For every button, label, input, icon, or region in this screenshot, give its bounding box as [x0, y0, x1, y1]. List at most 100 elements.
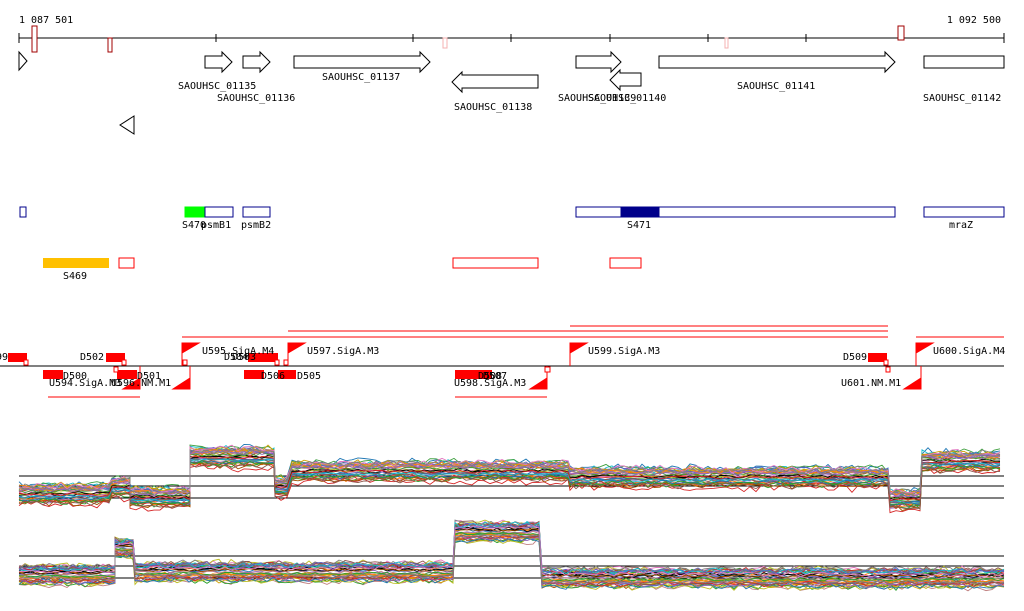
- expression-profile-line: [18, 460, 1001, 507]
- expression-profile-line: [19, 535, 1005, 588]
- terminator-D506[interactable]: [244, 370, 264, 379]
- tu-label: D503: [232, 352, 256, 363]
- tu-label: D509: [843, 352, 867, 363]
- tu-label: U598.SigA.M3: [454, 378, 526, 389]
- tu-labels: D499 D502 U595.SigA.M4 D504 D503 U597.Si…: [0, 346, 1005, 389]
- expression-profile-line: [18, 519, 1005, 574]
- gene-arrow-SAOUHSC_01136[interactable]: [242, 50, 271, 74]
- tu-terminators: [8, 353, 887, 379]
- tu-label: U601.NM.M1: [841, 378, 901, 389]
- feature-label: S470: [182, 220, 206, 231]
- tu-small-markers: [23, 359, 891, 373]
- feature-box-psmB2[interactable]: [242, 206, 271, 218]
- terminator-D508[interactable]: [455, 370, 480, 379]
- gene-label: SAOUHSC_01139: [558, 93, 636, 104]
- tu-label: D504: [224, 352, 248, 363]
- feature-box-S470[interactable]: [184, 206, 206, 218]
- gene-arrow-small[interactable]: [119, 115, 135, 135]
- tu-label: D499: [0, 352, 8, 363]
- terminator-D500[interactable]: [43, 370, 63, 379]
- expression-track-reverse: [18, 519, 1005, 592]
- gene-labels: SAOUHSC_01135 SAOUHSC_01136 SAOUHSC_0113…: [178, 72, 1001, 113]
- tu-label: D501: [137, 371, 161, 382]
- feature-label: psmB2: [241, 220, 271, 231]
- feature-box-partial[interactable]: [19, 206, 27, 218]
- ruler-start-label: 1 087 501: [19, 15, 73, 26]
- ruler-marks: [31, 25, 905, 53]
- feature-label: psmB1: [201, 220, 231, 231]
- red-box[interactable]: [452, 257, 539, 269]
- terminator-D509[interactable]: [868, 353, 887, 362]
- transcription-track: D499 D502 U595.SigA.M4 D504 D503 U597.Si…: [0, 325, 1005, 398]
- expression-profile-line: [18, 444, 1001, 495]
- expression-profile-line: [18, 530, 1005, 581]
- feature-box-mraZ[interactable]: [923, 206, 1005, 218]
- expression-profile-line: [18, 448, 1001, 496]
- ruler-end-label: 1 092 500: [947, 15, 1001, 26]
- tu-label: D508: [478, 371, 502, 382]
- expression-profile-line: [18, 463, 1001, 510]
- feature-box-large[interactable]: [575, 206, 896, 218]
- coordinate-ruler: 1 087 501 1 092 500: [18, 15, 1005, 53]
- tu-label: U594.SigA.M3: [49, 378, 121, 389]
- gene-arrow-partial[interactable]: [18, 50, 28, 72]
- secondary-feature-track: S469: [43, 257, 642, 282]
- expression-profile-line: [18, 522, 1005, 575]
- expression-profile-line: [18, 528, 1005, 579]
- expression-profile-line: [18, 525, 1005, 577]
- gene-arrow-SAOUHSC_01135[interactable]: [204, 50, 233, 74]
- terminator-D502[interactable]: [106, 353, 125, 362]
- gene-label: SAOUHSC_01135: [178, 81, 256, 92]
- expression-track-forward: [18, 443, 1004, 514]
- gene-arrow-SAOUHSC_01139[interactable]: [575, 50, 622, 74]
- expression-profile-line: [18, 451, 1001, 500]
- gene-arrow-SAOUHSC_01141[interactable]: [658, 50, 896, 74]
- gene-arrow-SAOUHSC_01137[interactable]: [293, 50, 431, 74]
- feature-box-S471[interactable]: [620, 206, 660, 218]
- ruler-ticks: [18, 33, 1005, 43]
- gene-arrow-SAOUHSC_01142[interactable]: [923, 55, 1005, 69]
- tu-label: D506: [261, 371, 285, 382]
- tu-label: U595.SigA.M4: [202, 346, 274, 357]
- tu-label: U596.NM.M1: [111, 378, 171, 389]
- expression-profile-line: [18, 457, 1001, 504]
- red-box[interactable]: [118, 257, 135, 269]
- terminator-D505[interactable]: [278, 370, 296, 379]
- feature-box-S469[interactable]: [43, 258, 109, 268]
- tu-label: D507: [483, 371, 507, 382]
- tu-spans: [48, 325, 1004, 398]
- gene-arrow-SAOUHSC_01140[interactable]: [609, 68, 642, 92]
- tu-label: D505: [297, 371, 321, 382]
- feature-label: mraZ: [949, 220, 973, 231]
- gene-label: SAOUHSC_01138: [454, 102, 532, 113]
- terminator-D499[interactable]: [8, 353, 27, 362]
- feature-track: [19, 206, 1005, 218]
- tu-label: D500: [63, 371, 87, 382]
- expression-profile-line: [18, 533, 1005, 585]
- gene-label: SAOUHSC_01136: [217, 93, 295, 104]
- gene-label: SAOUHSC_01140: [588, 93, 666, 104]
- feature-label: S469: [63, 271, 87, 282]
- gene-arrow-SAOUHSC_01138[interactable]: [451, 70, 539, 94]
- feature-box-psmB1[interactable]: [204, 206, 234, 218]
- gene-label: SAOUHSC_01141: [737, 81, 815, 92]
- tu-label: U599.SigA.M3: [588, 346, 660, 357]
- red-box[interactable]: [609, 257, 642, 269]
- tu-label: U600.SigA.M4: [933, 346, 1005, 357]
- gene-track: [18, 50, 1005, 135]
- expression-profile-line: [18, 537, 1005, 591]
- gene-label: SAOUHSC_01137: [322, 72, 400, 83]
- feature-label: S471: [627, 220, 651, 231]
- expression-profile-line: [18, 449, 1001, 498]
- terminator-D501[interactable]: [117, 370, 137, 379]
- expression-profile-line: [18, 521, 1005, 576]
- expression-profile-line: [18, 532, 1005, 582]
- tu-label: D502: [80, 352, 104, 363]
- terminator-D507[interactable]: [480, 370, 492, 379]
- tu-label: U597.SigA.M3: [307, 346, 379, 357]
- feature-labels: S470 psmB1 psmB2 S471 mraZ: [182, 220, 973, 231]
- terminator-D504[interactable]: [248, 353, 278, 362]
- expression-profile-line: [18, 460, 1001, 506]
- expression-profile-line: [18, 455, 1001, 502]
